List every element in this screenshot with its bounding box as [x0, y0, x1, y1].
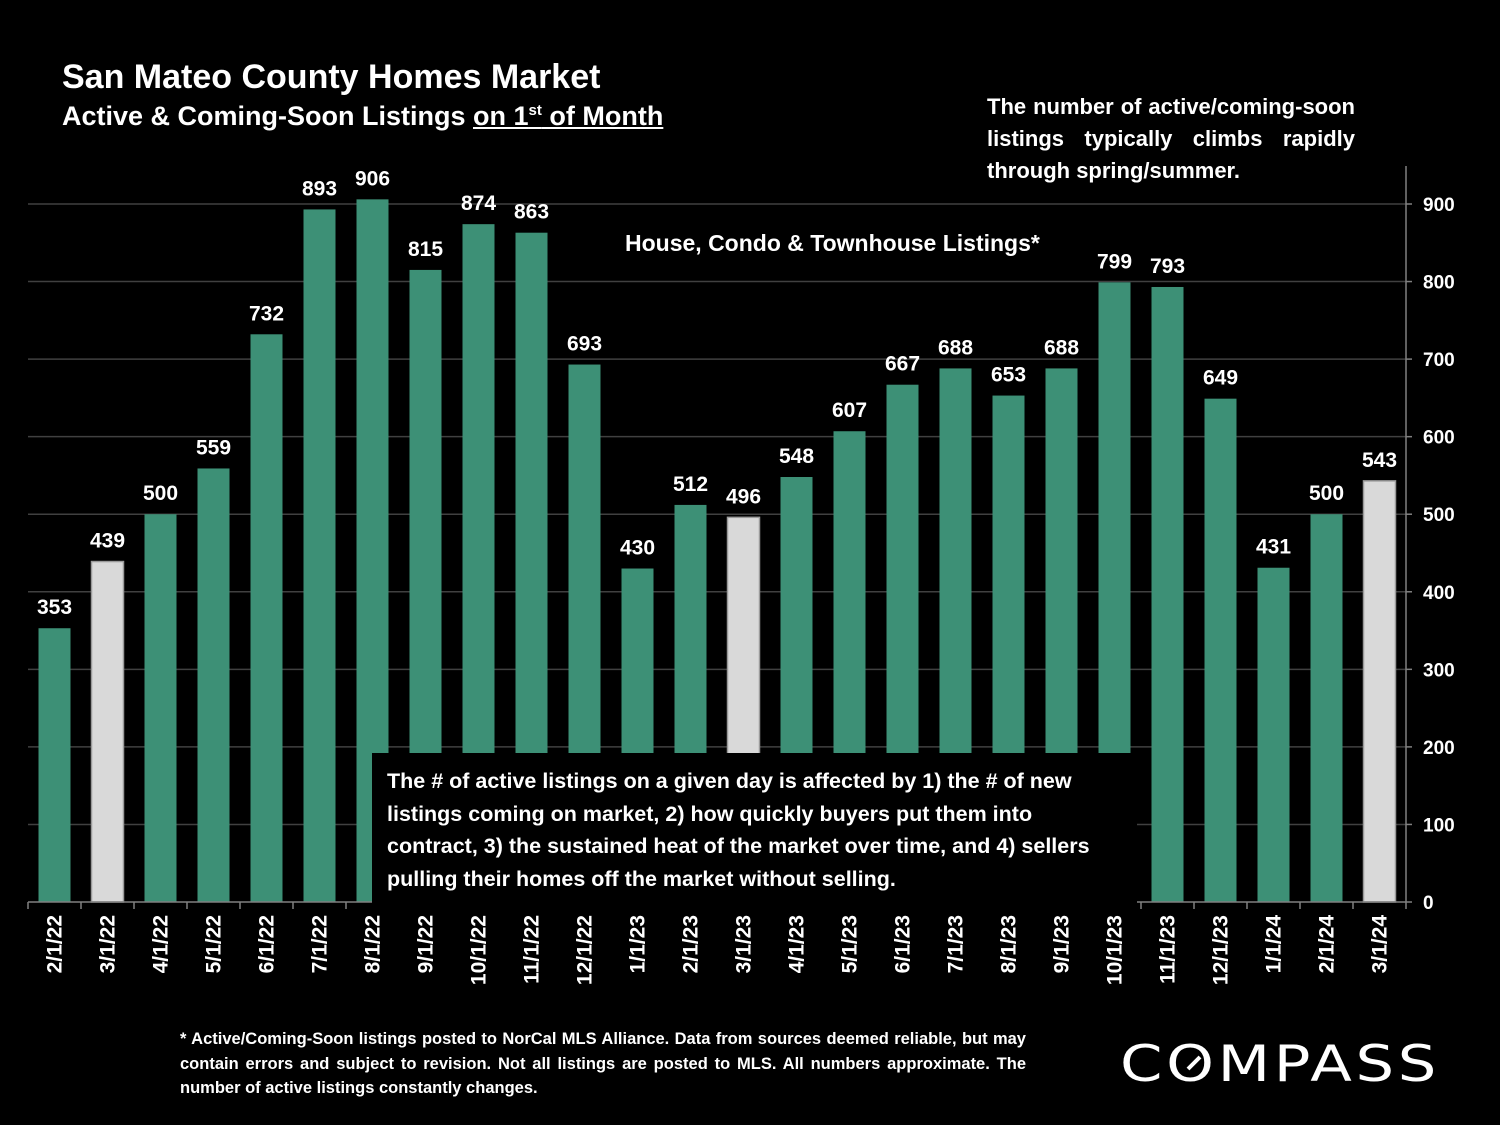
data-label: 874: [461, 192, 496, 215]
data-label: 653: [991, 364, 1026, 387]
compass-logo-text: COMPASS: [1120, 1035, 1440, 1091]
data-label: 863: [514, 201, 549, 224]
x-tick-label: 3/1/22: [97, 915, 120, 973]
x-tick-label: 4/1/23: [786, 915, 809, 973]
data-label: 353: [37, 596, 72, 619]
x-tick-label: 2/1/22: [44, 915, 67, 973]
x-tick-label: 12/1/22: [574, 915, 597, 985]
compass-logo: COMPASS: [1120, 1035, 1440, 1091]
gridlines: [28, 203, 1406, 826]
bar-2-1-24: [1310, 514, 1343, 902]
footnote: * Active/Coming-Soon listings posted to …: [180, 1030, 1026, 1097]
data-label: 799: [1097, 250, 1132, 273]
y-tick-label: 500: [1423, 505, 1455, 526]
x-tick-label: 6/1/22: [256, 915, 279, 973]
data-label: 439: [90, 530, 125, 553]
x-tick-label: 6/1/23: [892, 915, 915, 973]
x-tick-label: 10/1/23: [1104, 915, 1127, 985]
data-label: 431: [1256, 536, 1291, 559]
data-label: 793: [1150, 255, 1185, 278]
bar-3-1-22: [90, 560, 125, 903]
data-label: 548: [779, 445, 814, 468]
x-tick-label: 3/1/24: [1369, 915, 1392, 974]
data-label: 500: [143, 482, 178, 505]
bar-7-1-22: [303, 209, 336, 902]
x-tick-label: 4/1/22: [150, 915, 173, 973]
data-label: 543: [1362, 449, 1397, 472]
y-tick-label: 700: [1423, 350, 1455, 371]
x-tick-label: 2/1/23: [680, 915, 703, 973]
series-label: House, Condo & Townhouse Listings*: [625, 230, 1040, 256]
x-tick-label: 5/1/22: [203, 915, 226, 973]
data-label: 496: [726, 485, 761, 508]
subtitle-part-1: on 1: [473, 101, 529, 131]
data-label: 693: [567, 333, 602, 356]
bar-12-1-23: [1204, 398, 1237, 902]
bar-5-1-22: [197, 468, 230, 902]
y-tick-label: 900: [1423, 195, 1455, 216]
subtitle-emphasis: on 1st of Month: [473, 101, 663, 131]
x-tick-label: 12/1/23: [1210, 915, 1233, 985]
y-tick-label: 0: [1423, 893, 1434, 914]
y-tick-label: 800: [1423, 273, 1455, 294]
y-tick-label: 600: [1423, 428, 1455, 449]
data-label: 607: [832, 399, 867, 422]
x-tick-label: 9/1/23: [1051, 915, 1074, 973]
bar-1-1-24: [1257, 567, 1290, 902]
bar-4-1-22: [144, 514, 177, 902]
page-subtitle: Active & Coming-Soon Listings on 1st of …: [62, 101, 663, 132]
x-tick-label: 8/1/23: [998, 915, 1021, 973]
data-label: 512: [673, 473, 708, 496]
data-label: 500: [1309, 482, 1344, 505]
subtitle-text: Active & Coming-Soon Listings: [62, 101, 474, 131]
bar-2-1-22: [38, 628, 71, 902]
data-label: 430: [620, 537, 655, 560]
x-tick-label: 1/1/23: [627, 915, 650, 973]
x-tick-label: 1/1/24: [1263, 915, 1286, 974]
y-tick-label: 300: [1423, 660, 1455, 681]
x-tick-label: 9/1/22: [415, 915, 438, 973]
data-label: 906: [355, 167, 390, 190]
subtitle-part-2: of Month: [541, 101, 664, 131]
axes: 0 100 200 300 400 500 600 700 800 900 2/1/22 3/1/22…: [27, 166, 1455, 985]
data-label: 559: [196, 436, 231, 459]
bar-3-1-24: [1362, 480, 1397, 903]
data-label: 688: [1044, 336, 1079, 359]
subtitle-superscript: st: [528, 102, 542, 119]
x-tick-label: 10/1/22: [468, 915, 491, 985]
bar-6-1-22: [250, 334, 283, 902]
x-tick-label: 11/1/22: [521, 915, 544, 984]
y-tick-label: 200: [1423, 738, 1455, 759]
data-label: 893: [302, 177, 337, 200]
page-title: San Mateo County Homes Market: [62, 58, 601, 96]
x-tick-label: 7/1/22: [309, 915, 332, 973]
y-tick-label: 100: [1423, 815, 1455, 836]
y-tick-label: 400: [1423, 583, 1455, 604]
x-tick-label: 11/1/23: [1157, 915, 1180, 984]
compass-needle-icon: [1186, 1055, 1202, 1071]
x-tick-label: 7/1/23: [945, 915, 968, 973]
data-label: 732: [249, 302, 284, 325]
x-tick-label: 5/1/23: [839, 915, 862, 973]
x-tick-label: 2/1/24: [1316, 915, 1339, 974]
trend-note: The number of active/coming-soon listing…: [987, 94, 1355, 183]
x-tick-label: 8/1/22: [362, 915, 385, 973]
bar-11-1-23: [1151, 286, 1184, 902]
data-label: 667: [885, 353, 920, 376]
explanation-box: The # of active listings on a given day …: [372, 753, 1137, 911]
x-tick-label: 3/1/23: [733, 915, 756, 973]
data-label: 688: [938, 336, 973, 359]
data-label: 815: [408, 238, 443, 261]
data-label: 649: [1203, 367, 1238, 390]
